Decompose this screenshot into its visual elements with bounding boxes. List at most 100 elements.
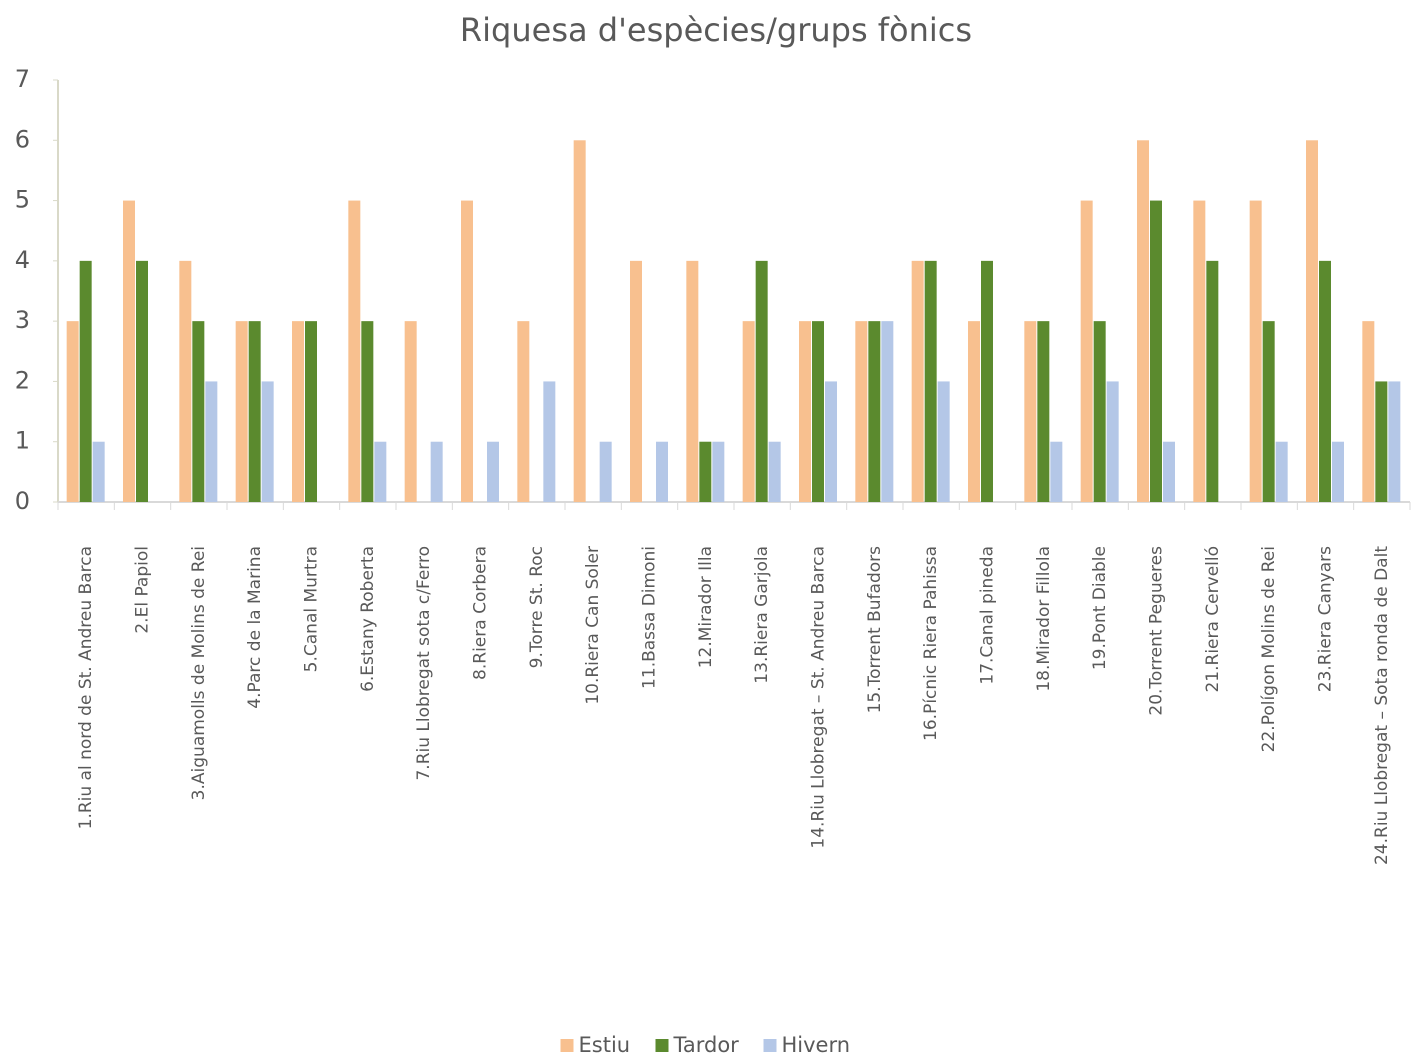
- bar: [1332, 441, 1344, 502]
- bar: [517, 321, 530, 502]
- bar: [573, 140, 586, 503]
- x-tick-label: 8.Riera Corbera: [471, 546, 491, 680]
- bar: [599, 441, 612, 502]
- bar: [92, 441, 105, 502]
- x-tick-label: 11.Bassa Dimoni: [640, 546, 660, 689]
- bar: [699, 441, 712, 502]
- bar: [136, 260, 148, 502]
- legend-swatch: [655, 1039, 669, 1052]
- bar: [461, 200, 473, 503]
- x-tick-label: 1.Riu al nord de St. Andreu Barca: [76, 546, 96, 829]
- bar: [79, 260, 92, 502]
- y-tick-label: 0: [15, 487, 30, 515]
- x-tick-label: 17.Canal pineda: [978, 546, 998, 685]
- bar: [712, 441, 725, 502]
- x-tick-label: 2.El Papiol: [133, 546, 153, 634]
- bar: [1193, 200, 1206, 503]
- y-tick-label: 6: [15, 125, 30, 153]
- x-tick-label: 22.Polígon Molins de Rei: [1259, 546, 1279, 752]
- x-tick-label: 19.Pont Diable: [1090, 546, 1110, 670]
- bar: [1262, 321, 1275, 502]
- x-tick-label: 24.Riu Llobregat – Sota ronda de Dalt: [1372, 546, 1392, 865]
- x-tick-label: 21.Riera Cervelló: [1203, 546, 1223, 693]
- bar: [812, 321, 824, 502]
- bar: [261, 381, 274, 502]
- bar: [911, 260, 924, 502]
- y-tick-label: 1: [15, 427, 30, 455]
- legend-swatch: [560, 1039, 574, 1052]
- legend-label: Tardor: [673, 1033, 740, 1057]
- bar: [1137, 140, 1149, 503]
- bar: [1106, 381, 1119, 502]
- bar: [543, 381, 556, 502]
- bar: [881, 321, 894, 502]
- bar: [656, 441, 668, 502]
- x-tick-label: 15.Torrent Bufadors: [865, 546, 885, 714]
- bar: [1163, 441, 1175, 502]
- bar: [205, 381, 218, 502]
- bar: [1319, 260, 1331, 502]
- bar: [981, 260, 993, 502]
- bar: [1080, 200, 1093, 503]
- bar: [755, 260, 768, 502]
- y-tick-label: 7: [15, 65, 30, 93]
- y-tick-label: 3: [15, 306, 30, 334]
- bar: [1093, 321, 1106, 502]
- bar: [305, 321, 317, 502]
- bar: [348, 200, 361, 503]
- bar: [404, 321, 417, 502]
- bar: [430, 441, 443, 502]
- x-tick-label: 20.Torrent Pegueres: [1147, 546, 1167, 716]
- legend-label: Hivern: [782, 1033, 851, 1057]
- x-tick-label: 10.Riera Can Soler: [583, 546, 603, 705]
- bar: [968, 321, 980, 502]
- bar: [630, 260, 642, 502]
- bar: [179, 260, 192, 502]
- x-tick-label: 9.Torre St. Roc: [527, 546, 547, 668]
- x-tick-label: 4.Parc de la Marina: [245, 546, 265, 709]
- bar: [248, 321, 261, 502]
- y-tick-label: 4: [15, 246, 30, 274]
- bar: [1388, 381, 1401, 502]
- x-tick-label: 14.Riu Llobregat – St. Andreu Barca: [809, 546, 829, 849]
- legend-label: Estiu: [579, 1033, 631, 1057]
- x-tick-label: 6.Estany Roberta: [358, 546, 378, 692]
- bar: [1150, 200, 1162, 503]
- x-tick-label: 13.Riera Garjola: [752, 546, 772, 684]
- x-tick-label: 3.Aiguamolls de Molins de Rei: [189, 546, 209, 800]
- bar: [1037, 321, 1050, 502]
- x-tick-label: 23.Riera Canyars: [1316, 546, 1336, 692]
- bar: [1362, 321, 1375, 502]
- bar: [742, 321, 755, 502]
- bar: [1050, 441, 1063, 502]
- bar: [487, 441, 499, 502]
- bar: [1024, 321, 1037, 502]
- x-tick-label: 7.Riu Llobregat sota c/Ferro: [414, 546, 434, 781]
- chart-title: Riquesa d'espècies/grups fònics: [460, 11, 972, 49]
- bar: [868, 321, 881, 502]
- bar: [374, 441, 387, 502]
- bar: [192, 321, 205, 502]
- y-tick-label: 5: [15, 186, 30, 214]
- bar: [825, 381, 837, 502]
- legend-swatch: [763, 1039, 777, 1052]
- bar: [1275, 441, 1288, 502]
- bar: [66, 321, 79, 502]
- bar: [1306, 140, 1318, 503]
- bar: [855, 321, 868, 502]
- x-tick-label: 16.Pícnic Riera Pahissa: [921, 546, 941, 741]
- bar: [686, 260, 699, 502]
- x-tick-label: 5.Canal Murtra: [302, 546, 322, 672]
- bar: [1206, 260, 1219, 502]
- bar: [924, 260, 937, 502]
- bar: [361, 321, 374, 502]
- x-tick-label: 18.Mirador Fillola: [1034, 546, 1054, 692]
- bar: [768, 441, 781, 502]
- bar: [937, 381, 950, 502]
- bar: [292, 321, 304, 502]
- bar: [123, 200, 135, 503]
- bar: [1249, 200, 1262, 503]
- bar: [1375, 381, 1388, 502]
- x-tick-label: 12.Mirador Illa: [696, 546, 716, 668]
